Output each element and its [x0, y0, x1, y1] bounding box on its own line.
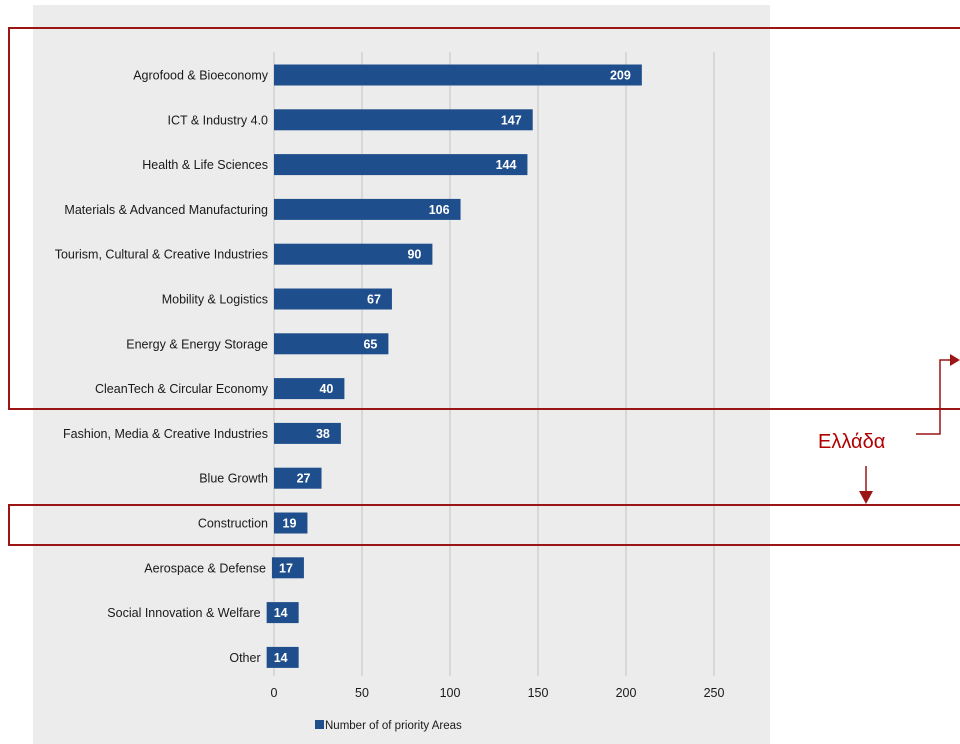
bar — [274, 243, 433, 265]
data-label: 40 — [319, 382, 333, 396]
category-label: Social Innovation & Welfare — [107, 606, 260, 620]
bar — [274, 512, 308, 534]
x-tick-label: 250 — [704, 686, 725, 700]
highlight-box-top — [8, 27, 960, 410]
category-label: ICT & Industry 4.0 — [167, 113, 268, 127]
data-label: 27 — [297, 472, 311, 486]
data-label: 106 — [429, 203, 450, 217]
data-label: 144 — [496, 158, 517, 172]
bar — [274, 378, 345, 400]
data-label: 65 — [363, 337, 377, 351]
bar — [274, 198, 461, 220]
data-label: 209 — [610, 69, 631, 83]
legend-label: Number of of priority Areas — [325, 720, 462, 732]
category-label: Agrofood & Bioeconomy — [133, 69, 269, 83]
x-tick-label: 0 — [271, 686, 278, 700]
bar — [274, 467, 322, 489]
annotation: Ελλάδα — [8, 27, 960, 546]
annotation-label: Ελλάδα — [818, 431, 885, 453]
bar — [274, 333, 389, 355]
category-label: CleanTech & Circular Economy — [95, 382, 269, 396]
data-label: 17 — [279, 561, 293, 575]
category-label: Mobility & Logistics — [162, 293, 268, 307]
category-label: Construction — [198, 517, 268, 531]
bar-series — [266, 64, 642, 668]
category-labels: Agrofood & Bioeconomy ICT & Industry 4.0 H… — [55, 69, 269, 665]
x-tick-label: 150 — [528, 686, 549, 700]
category-label: Tourism, Cultural & Creative Industries — [55, 248, 268, 262]
annotation-connector-up — [916, 359, 950, 435]
category-label: Aerospace & Defense — [144, 561, 266, 575]
data-label: 14 — [274, 606, 288, 620]
arrowhead-down-icon — [859, 491, 873, 504]
data-label: 38 — [316, 427, 330, 441]
x-tick-label: 200 — [616, 686, 637, 700]
data-label: 67 — [367, 293, 381, 307]
bar — [274, 64, 642, 86]
bar — [274, 109, 533, 131]
category-label: Fashion, Media & Creative Industries — [63, 427, 268, 441]
x-tick-label: 50 — [355, 686, 369, 700]
category-label: Energy & Energy Storage — [126, 337, 268, 351]
bar — [271, 557, 304, 579]
data-labels: 209 147 144 106 90 67 65 40 38 27 19 17 14 14 — [274, 69, 631, 665]
highlight-box-construction — [8, 504, 960, 546]
legend-swatch — [315, 720, 324, 729]
data-label: 19 — [283, 517, 297, 531]
data-label: 147 — [501, 113, 522, 127]
data-label: 14 — [274, 651, 288, 665]
legend: Number of of priority Areas — [315, 720, 462, 732]
category-label: Materials & Advanced Manufacturing — [64, 203, 268, 217]
category-label: Other — [229, 651, 260, 665]
x-axis-tick-labels: 0 50 100 150 200 250 — [271, 686, 725, 700]
x-tick-label: 100 — [440, 686, 461, 700]
bar — [266, 646, 299, 668]
arrowhead-right-icon — [950, 354, 960, 366]
data-label: 90 — [407, 248, 421, 262]
category-label: Health & Life Sciences — [142, 158, 268, 172]
bar — [274, 154, 528, 176]
bar — [266, 602, 299, 624]
bar — [274, 422, 341, 444]
category-label: Blue Growth — [199, 472, 268, 486]
bar — [274, 288, 392, 310]
